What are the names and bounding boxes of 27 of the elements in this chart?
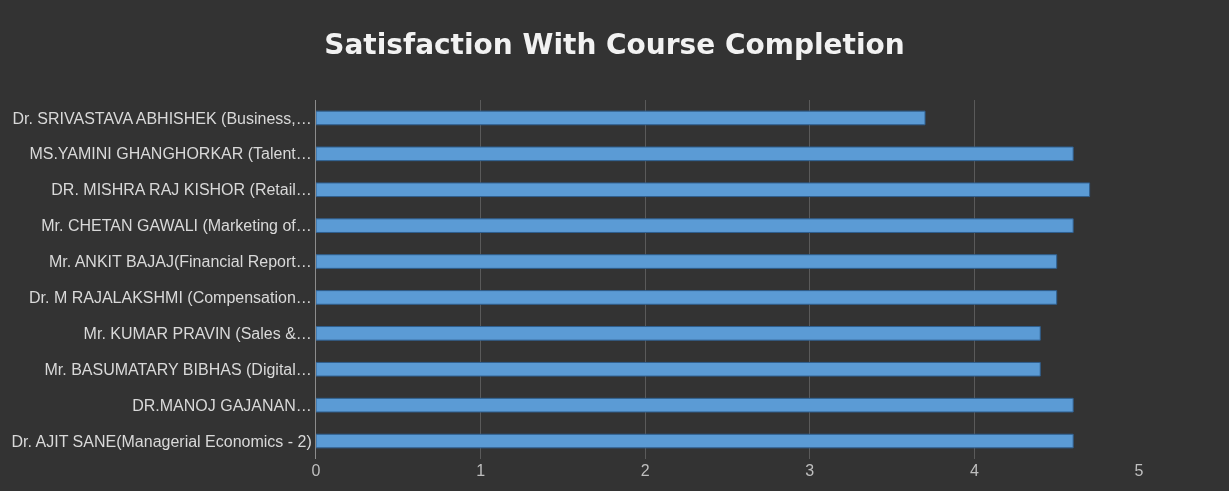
bar: [316, 433, 1074, 449]
bar: [316, 326, 1041, 341]
x-tick-label: 5: [1134, 462, 1144, 479]
bar: [316, 218, 1074, 233]
y-tick-label: Mr. BASUMATARY BIBHAS (Digital…: [44, 360, 312, 378]
bar: [316, 290, 1058, 305]
x-tick-label: 3: [805, 462, 815, 479]
y-tick-label: MS.YAMINI GHANGHORKAR (Talent…: [29, 145, 312, 163]
bar: [316, 146, 1074, 162]
bar: [316, 110, 926, 126]
y-tick-label: DR.MANOJ GAJANAN…: [132, 396, 312, 414]
y-tick-label: Mr. CHETAN GAWALI (Marketing of…: [41, 217, 312, 235]
x-tick-label: 0: [311, 462, 321, 479]
y-tick-label: Dr. SRIVASTAVA ABHISHEK (Business,…: [12, 109, 312, 127]
y-tick-label: Mr. KUMAR PRAVIN (Sales &…: [83, 324, 312, 342]
y-tick-label: DR. MISHRA RAJ KISHOR (Retail…: [51, 181, 312, 199]
y-tick-label: Dr. AJIT SANE(Managerial Economics - 2): [11, 432, 312, 450]
y-tick-label: Mr. ANKIT BAJAJ(Financial Report…: [48, 253, 312, 271]
bar: [316, 361, 1041, 377]
bar: [316, 254, 1058, 269]
bar: [316, 182, 1091, 198]
x-tick-label: 1: [476, 462, 486, 479]
chart-title: Satisfaction With Course Completion: [324, 27, 905, 61]
y-tick-label: Dr. M RAJALAKSHMI (Compensation…: [29, 289, 312, 307]
x-tick-label: 2: [640, 462, 650, 479]
x-tick-label: 4: [969, 462, 979, 479]
bar: [316, 397, 1074, 413]
